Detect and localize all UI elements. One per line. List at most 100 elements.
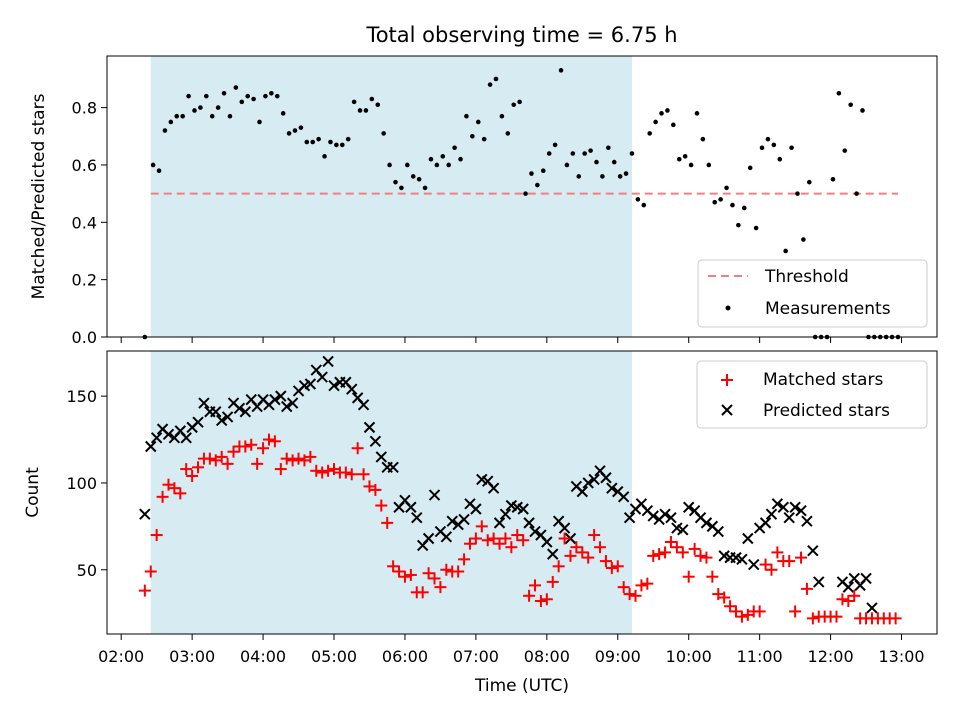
bottom-y-tick-label: 50	[77, 561, 97, 580]
measurement-point	[523, 191, 528, 196]
measurement-point	[357, 108, 363, 113]
matched-star-point	[422, 567, 435, 580]
measurement-point	[807, 179, 812, 185]
matched-star-point	[546, 575, 559, 588]
predicted-star-point	[411, 511, 423, 524]
matched-star-point	[641, 577, 654, 590]
matched-star-point	[192, 461, 205, 474]
matched-star-point	[664, 535, 677, 548]
matched-star-point	[623, 588, 636, 601]
predicted-star-point	[582, 477, 594, 489]
measurement-point	[747, 165, 753, 171]
predicted-star-point	[233, 402, 246, 415]
predicted-star-point	[139, 508, 151, 520]
matched-star-point	[688, 542, 701, 555]
predicted-star-point	[328, 380, 340, 392]
matched-star-point	[676, 546, 689, 559]
measurement-point	[611, 159, 617, 165]
matched-star-point	[186, 470, 199, 483]
predicted-star-point	[210, 406, 222, 418]
x-tick-label: 09:00	[595, 647, 641, 666]
predicted-star-point	[375, 451, 388, 463]
predicted-star-point	[221, 411, 234, 423]
matched-star-point	[511, 529, 524, 542]
legend-measurements-label: Measurements	[765, 299, 891, 319]
matched-star-point	[475, 520, 488, 533]
legend-measurements-swatch	[725, 305, 731, 311]
measurement-point	[446, 162, 451, 168]
predicted-star-point	[748, 558, 760, 571]
matched-star-point	[806, 612, 819, 625]
measurement-point	[186, 93, 191, 99]
measurement-point	[730, 202, 735, 208]
measurement-point	[221, 90, 227, 96]
bottom-y-axis-label: Count	[23, 467, 43, 518]
measurement-point	[795, 191, 800, 196]
top-legend-box	[697, 259, 928, 328]
predicted-star-point	[789, 501, 801, 513]
measurement-point	[239, 99, 245, 105]
predicted-star-point	[700, 517, 713, 529]
measurement-point	[316, 136, 321, 142]
matched-star-point	[783, 555, 796, 568]
predicted-star-point	[541, 536, 553, 548]
matched-star-point	[594, 541, 607, 554]
predicted-star-point	[742, 532, 754, 545]
bottom-shaded-interval	[150, 351, 632, 634]
predicted-star-point	[269, 393, 281, 406]
measurement-point	[322, 154, 327, 159]
matched-star-point	[180, 463, 193, 476]
matched-star-point	[517, 534, 530, 547]
measurement-point	[771, 142, 777, 148]
predicted-star-point	[783, 511, 795, 524]
measurement-point	[493, 76, 499, 82]
matched-star-point	[529, 579, 542, 592]
legend-predicted-label: Predicted stars	[763, 401, 890, 421]
matched-star-point	[227, 445, 240, 458]
legend-predicted-swatch	[721, 404, 733, 416]
matched-star-point	[416, 586, 429, 599]
measurement-point	[629, 151, 635, 156]
measurement-point	[594, 159, 599, 165]
measurement-point	[552, 142, 558, 148]
x-tick-label: 04:00	[240, 647, 286, 666]
matched-star-point	[304, 450, 317, 463]
matched-star-point	[286, 454, 299, 467]
x-tick-label: 12:00	[808, 647, 854, 666]
matched-star-point	[570, 541, 583, 554]
matched-star-point	[215, 450, 228, 463]
x-tick-label: 05:00	[311, 647, 357, 666]
matched-star-point	[830, 610, 843, 623]
predicted-star-point	[198, 397, 210, 409]
measurement-point	[458, 156, 463, 162]
predicted-star-point	[860, 572, 872, 585]
measurement-point	[836, 90, 842, 96]
measurement-point	[209, 113, 215, 119]
measurement-point	[269, 90, 274, 96]
predicted-star-point	[239, 406, 252, 418]
matched-star-point	[523, 589, 536, 602]
matched-star-point	[404, 568, 417, 581]
measurement-point	[245, 93, 250, 99]
bottom-x-ticks: 02:00 03:00 04:00 05:00 06:00 07:00 08:00 09:00…	[98, 634, 925, 666]
predicted-star-point	[493, 517, 506, 529]
measurement-point	[292, 128, 298, 133]
matched-star-point	[552, 560, 565, 573]
matched-star-point	[375, 499, 388, 512]
predicted-star-point	[499, 508, 512, 520]
measurement-point	[393, 179, 398, 185]
predicted-star-point	[712, 525, 724, 538]
matched-star-point	[617, 581, 630, 594]
measurement-point	[712, 199, 718, 205]
top-axes-frame	[106, 55, 938, 338]
x-tick-label: 11:00	[737, 647, 783, 666]
measurement-point	[334, 142, 339, 148]
bottom-legend: Matched stars Predicted stars	[696, 360, 928, 429]
matched-star-point	[458, 553, 471, 566]
measurement-point	[310, 139, 316, 145]
matched-star-point	[582, 551, 595, 564]
measurement-point	[381, 131, 386, 136]
matched-star-point	[221, 457, 234, 470]
matched-star-point	[795, 551, 808, 564]
